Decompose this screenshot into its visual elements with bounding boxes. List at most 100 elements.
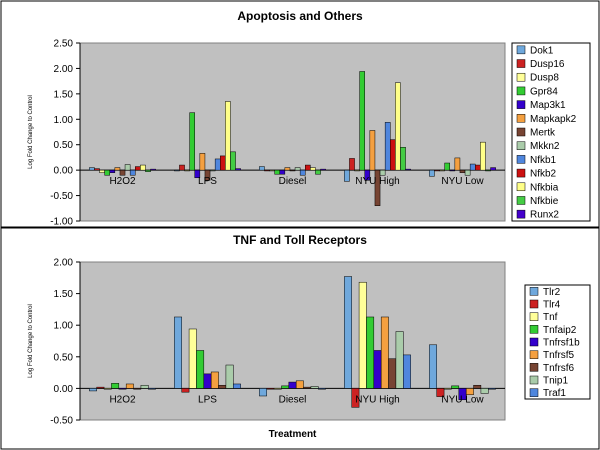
x-tick-label: H2O2: [109, 394, 136, 405]
bar-tnip1: [225, 364, 234, 389]
y-tick-label: -0.50: [50, 191, 73, 202]
legend-label: Gpr84: [530, 86, 558, 97]
bar-tnfrsf6: [388, 358, 397, 389]
bar-dusp16: [94, 168, 100, 171]
bar-mkkn2: [209, 169, 216, 172]
bar-tnfrsf5: [380, 316, 389, 389]
bar-tnip1: [395, 331, 404, 389]
bar-tlr2: [429, 344, 437, 389]
legend-swatch: [516, 59, 526, 68]
legend-label: Nfkb2: [530, 169, 557, 180]
legend-label: Mkkn2: [530, 141, 560, 152]
bar-tnfrsf5: [465, 388, 474, 395]
bar-nfkb1: [129, 169, 136, 176]
bar-tnfaip2: [111, 383, 120, 389]
bar-runx2: [150, 168, 156, 171]
legend-label: Tnfrsf5: [543, 350, 575, 361]
legend-label: Nfkb1: [530, 155, 557, 166]
bar-mkkn2: [294, 167, 301, 171]
y-tick-label: 0.50: [54, 140, 74, 151]
legend-swatch: [529, 287, 539, 296]
bar-nfkbia: [310, 167, 316, 171]
bar-tnfrsf1b: [288, 381, 297, 389]
legend-label: Nfkbie: [530, 196, 559, 207]
bar-runx2: [320, 168, 326, 171]
bar-tnfrsf5: [210, 371, 219, 389]
bar-tlr4: [181, 388, 190, 393]
bar-nfkbie: [485, 169, 491, 172]
legend-swatch: [516, 209, 526, 219]
bar-dok1: [429, 169, 435, 177]
bar-tnfaip2: [366, 316, 375, 389]
bar-tlr2: [89, 388, 97, 392]
bar-tnip1: [480, 388, 489, 394]
bar-tnf: [188, 328, 197, 389]
bar-runx2: [490, 167, 496, 171]
legend-label: Tlr4: [543, 300, 561, 311]
legend-label: Tnfrsf1b: [543, 338, 580, 349]
bar-tnfrsf6: [218, 384, 227, 389]
bar-mapkapk2: [199, 153, 206, 171]
bar-tlr4: [351, 388, 360, 408]
bar-mertk: [459, 169, 466, 173]
legend-label: Traf1: [543, 388, 566, 399]
legend-swatch: [529, 363, 539, 372]
legend-swatch: [516, 86, 526, 96]
legend-label: Map3k1: [530, 100, 566, 111]
bar-nfkb2: [305, 164, 311, 171]
bar-nfkb1: [469, 163, 476, 171]
bar-mkkn2: [124, 164, 131, 171]
bar-mapkapk2: [114, 167, 121, 171]
bar-nfkb1: [299, 169, 306, 176]
bar-tnfrsf5: [295, 380, 304, 389]
x-tick-label: NYU Low: [441, 176, 484, 187]
legend-swatch: [516, 155, 526, 164]
bar-tnfaip2: [281, 385, 290, 389]
bar-nfkb2: [475, 164, 481, 171]
bar-tnfrsf5: [125, 383, 134, 389]
bar-tnfrsf1b: [373, 350, 382, 389]
chart-2: TNF and Toll Receptors 2.00 1.50 1.00 0.50 0.…: [28, 233, 591, 440]
bar-traf1: [488, 388, 496, 390]
bar-tnfrsf6: [133, 388, 142, 390]
chart-1: Apoptosis and Others 2.50 2.00 1.50 1.00 0.50…: [28, 9, 591, 228]
bar-mertk: [119, 169, 126, 176]
bar-tlr2: [174, 316, 182, 389]
bar-nfkb2: [220, 155, 226, 171]
y-tick-label: 2.50: [54, 39, 74, 50]
bar-mkkn2: [464, 169, 471, 176]
bar-tnfaip2: [451, 385, 460, 389]
bar-dusp8: [354, 169, 360, 172]
y-tick-label: 2.00: [54, 258, 74, 269]
y-axis-label: Log Fold Change to Control: [28, 95, 34, 169]
y-tick-label: 1.00: [54, 321, 74, 332]
bar-nfkbie: [230, 151, 236, 171]
bar-nfkbia: [395, 82, 401, 171]
legend-swatch: [516, 182, 526, 192]
y-tick-label: 1.00: [54, 115, 74, 126]
bar-tlr4: [436, 388, 445, 397]
bar-nfkbie: [400, 147, 406, 171]
plot-area: [79, 42, 506, 222]
legend-swatch: [529, 299, 539, 309]
y-tick-label: 0.50: [54, 352, 74, 363]
bar-dusp16: [179, 164, 185, 171]
bar-mapkapk2: [284, 167, 291, 171]
legend-swatch: [516, 100, 526, 109]
legend-swatch: [516, 72, 526, 82]
x-axis-label: Treatment: [269, 429, 317, 440]
bar-gpr84: [359, 71, 365, 171]
y-tick-label: -0.50: [50, 416, 73, 427]
bar-dusp8: [269, 169, 275, 172]
legend-label: Tlr2: [543, 287, 561, 298]
bar-mapkapk2: [369, 130, 376, 171]
bar-dusp8: [184, 169, 190, 172]
bar-tnf: [103, 388, 112, 390]
bar-tnfrsf6: [473, 384, 482, 389]
bar-runx2: [235, 168, 241, 171]
y-tick-label: -1.00: [50, 217, 73, 228]
legend-swatch: [529, 375, 539, 385]
bar-map3k1: [194, 169, 201, 179]
